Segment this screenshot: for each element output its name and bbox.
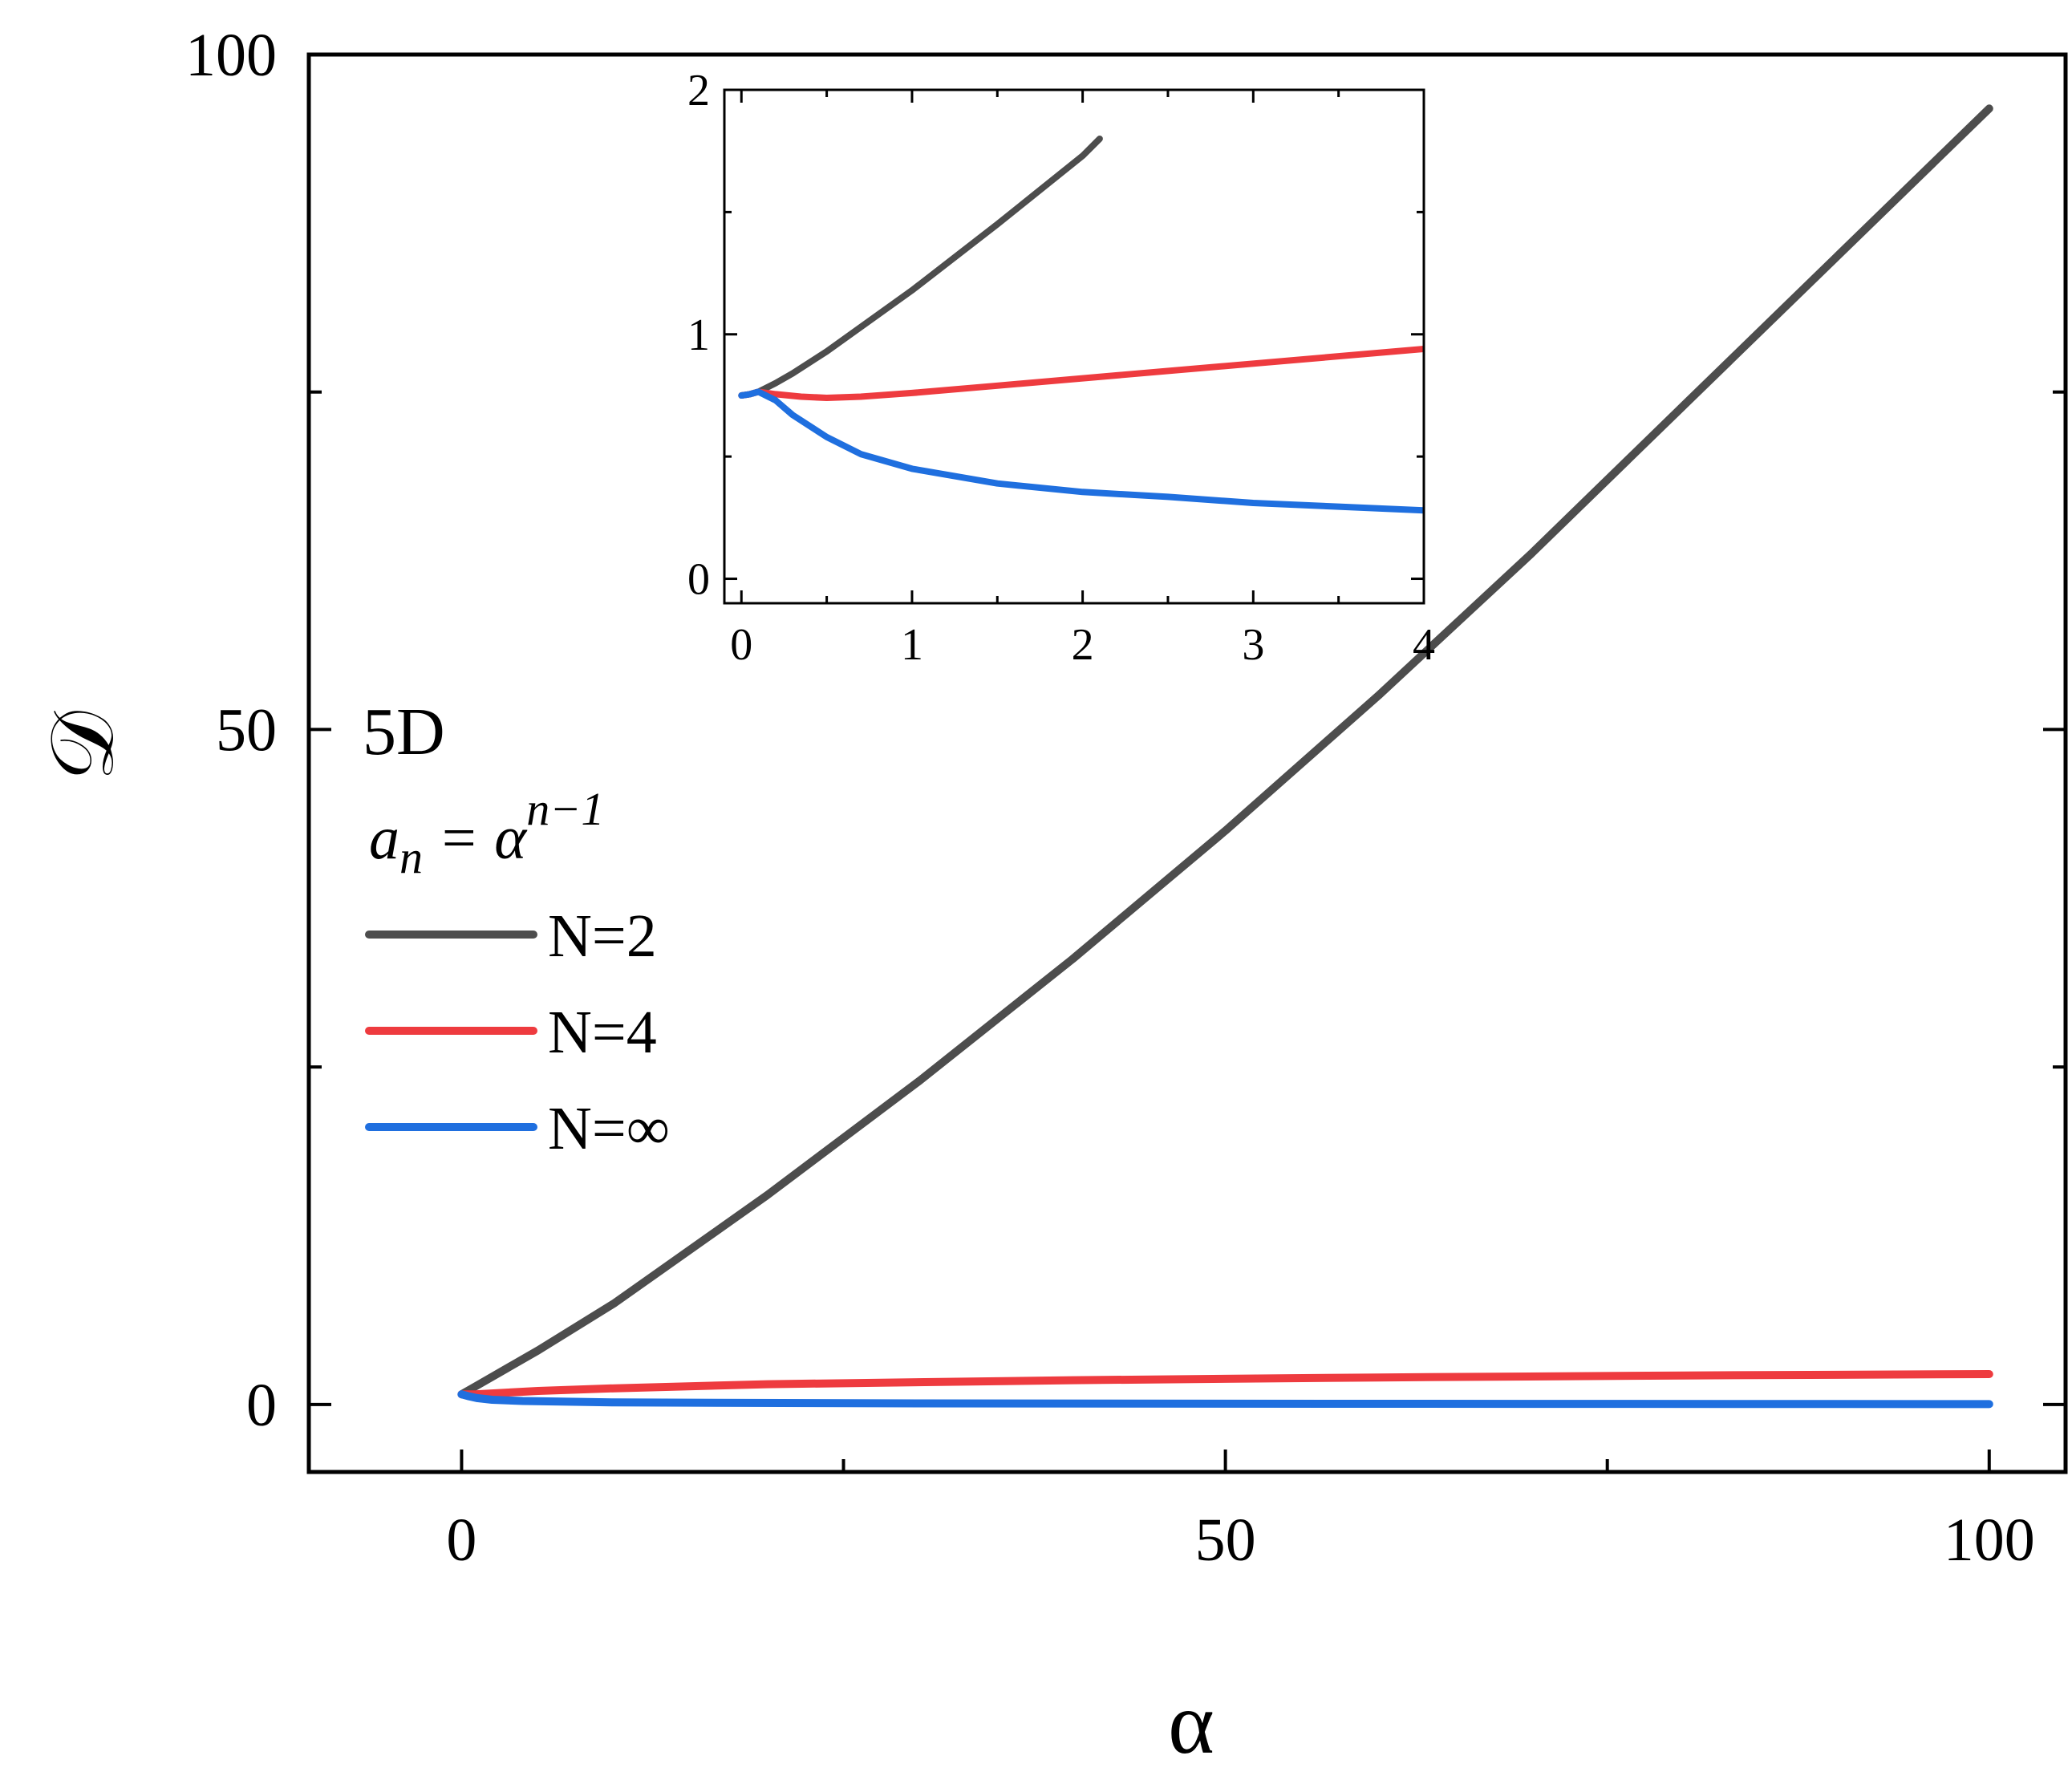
series-line-n-2 (457, 104, 1993, 1399)
x-tick-label: 100 (1944, 1506, 2035, 1574)
inset-y-tick-label: 1 (687, 310, 710, 360)
inset-series-line-n-inf (738, 388, 1424, 514)
legend-label-n-2: N=2 (548, 902, 657, 970)
formula-label: an = αn−1 (369, 783, 604, 883)
inset-x-tick-label: 3 (1242, 620, 1264, 670)
inset-x-tick-label: 2 (1072, 620, 1094, 670)
inset-x-tick-label: 0 (730, 620, 752, 670)
inset-axis-ticks: 0 1 2 3 4 0 1 2 (687, 66, 1435, 670)
y-tick-label: 100 (185, 22, 277, 89)
main-plot-frame (306, 52, 2068, 1474)
inset-x-tick-label: 4 (1413, 620, 1435, 670)
y-tick-label: 50 (216, 696, 277, 764)
series-line-n-inf (457, 1390, 1993, 1409)
inset-series-group (738, 136, 1424, 514)
inset-plot: 0 1 2 3 4 0 1 2 (687, 66, 1435, 670)
dimension-label: 5D (363, 695, 445, 769)
inset-y-tick-label: 0 (687, 555, 710, 605)
x-tick-label: 50 (1195, 1506, 1256, 1574)
inset-x-tick-label: 1 (901, 620, 923, 670)
y-axis-title: 𝒟 (34, 711, 132, 781)
y-tick-label: 0 (246, 1372, 277, 1439)
main-series-group (457, 104, 1993, 1409)
legend-label-n-4: N=4 (548, 999, 657, 1066)
legend-label-n-inf: N=∞ (548, 1095, 670, 1162)
series-line-n-4 (457, 1370, 1993, 1399)
legend-entries: N=2 N=4 N=∞ (365, 902, 670, 1162)
inset-background (724, 90, 1424, 603)
x-axis-title: α (1168, 1674, 1214, 1772)
inset-plot-frame (723, 88, 1425, 605)
legend: 5D an = αn−1 N=2 N=4 N=∞ (363, 695, 670, 1162)
inset-y-tick-label: 2 (687, 66, 710, 116)
x-tick-label: 0 (446, 1506, 476, 1574)
